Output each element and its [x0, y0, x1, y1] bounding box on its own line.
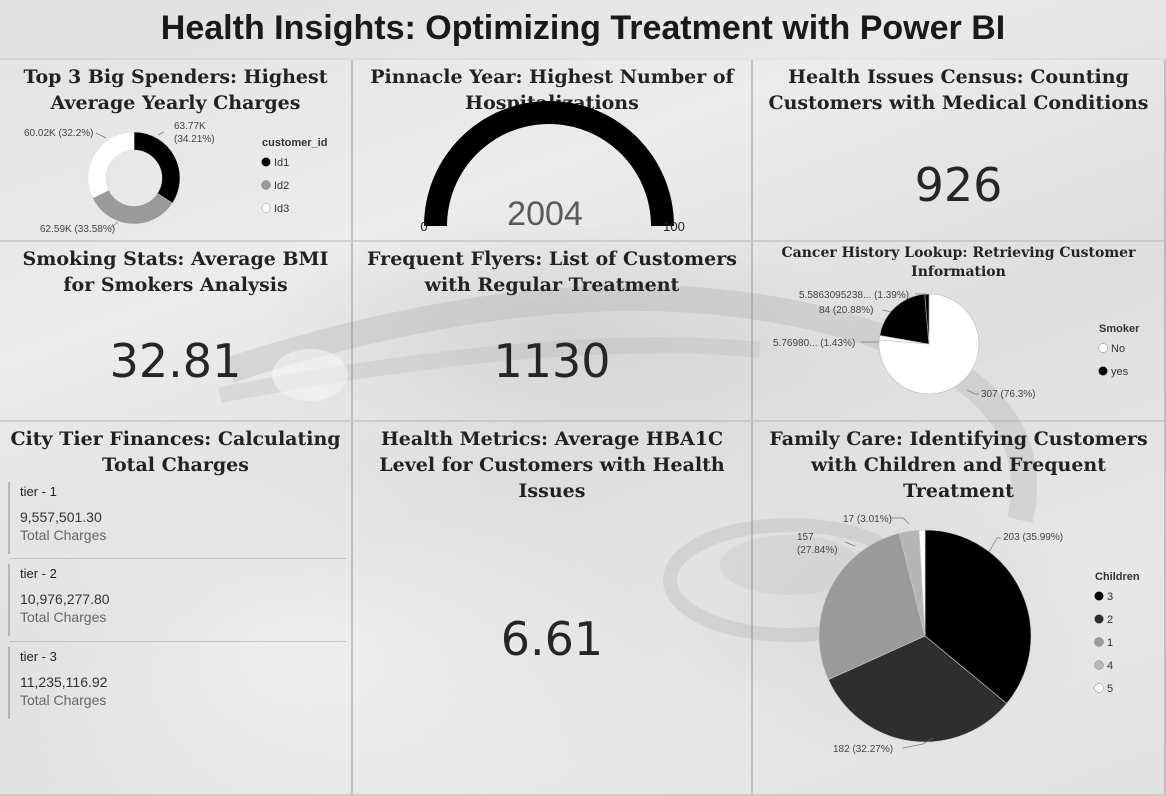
data-label: 62.59K (33.58%)	[40, 224, 115, 235]
tile-smoking-stats[interactable]: Smoking Stats: Average BMI for Smokers A…	[0, 242, 353, 422]
pie-slice-children-2[interactable]	[827, 635, 1008, 743]
leader-line	[109, 221, 119, 229]
gauge-max-label: 100	[663, 219, 685, 234]
tier-card[interactable]: tier - 2 10,976,277.80 Total Charges	[8, 558, 346, 636]
pie-slice-children-3[interactable]	[924, 529, 1032, 704]
legend-item[interactable]: 2	[1107, 614, 1113, 626]
tier-value: 10,976,277.80	[20, 591, 110, 607]
data-label: 157	[797, 532, 814, 543]
pie-slice[interactable]	[879, 293, 930, 345]
hba1c-kpi-value: 6.61	[500, 612, 604, 666]
tile-title: Smoking Stats: Average BMI for Smokers A…	[22, 248, 329, 296]
legend-marker	[1094, 660, 1104, 670]
legend-marker	[1094, 637, 1104, 647]
legend-item[interactable]: 1	[1107, 637, 1113, 649]
bmi-kpi-value: 32.81	[109, 334, 242, 388]
donut-slice-id2[interactable]	[92, 189, 173, 225]
tier-name: tier - 1	[20, 484, 57, 499]
leader-line	[966, 389, 979, 395]
legend-marker	[1098, 343, 1108, 353]
legend-marker	[1098, 366, 1108, 376]
tier-label: Total Charges	[20, 609, 107, 625]
legend-item[interactable]: No	[1111, 343, 1125, 355]
legend-item[interactable]: Id3	[274, 203, 289, 215]
leader-line	[915, 293, 926, 298]
legend-item[interactable]: 4	[1107, 660, 1113, 672]
tier-card[interactable]: tier - 1 9,557,501.30 Total Charges	[8, 482, 346, 554]
pie-slice-children-1[interactable]	[818, 532, 926, 680]
legend-marker	[261, 203, 271, 213]
tile-title: Health Metrics: Average HBA1C Level for …	[379, 428, 725, 502]
legend-marker	[1094, 683, 1104, 693]
leader-line	[902, 737, 934, 749]
tile-cancer-history[interactable]: Cancer History Lookup: Retrieving Custom…	[753, 242, 1166, 422]
legend-marker	[261, 157, 271, 167]
tier-value: 11,235,116.92	[20, 674, 108, 690]
tile-title: Family Care: Identifying Customers with …	[769, 428, 1148, 502]
data-label: 203 (35.99%)	[1003, 532, 1063, 543]
legend-item[interactable]: Id1	[274, 157, 289, 169]
legend-item[interactable]: 5	[1107, 683, 1113, 695]
tile-title: Top 3 Big Spenders: Highest Average Year…	[23, 66, 328, 114]
tile-frequent-flyers[interactable]: Frequent Flyers: List of Customers with …	[353, 242, 753, 422]
tier-label: Total Charges	[20, 527, 107, 543]
data-label: 60.02K (32.2%)	[24, 128, 94, 139]
cancer-pie-chart[interactable]: 307 (76.3%) 84 (20.88%) 5.76980... (1.43%)…	[753, 242, 1166, 422]
gauge-value: 2004	[507, 195, 583, 233]
tile-top-spenders[interactable]: Top 3 Big Spenders: Highest Average Year…	[0, 60, 353, 242]
pie-slice[interactable]	[878, 293, 980, 395]
tile-pinnacle-year[interactable]: Pinnacle Year: Highest Number of Hospita…	[353, 60, 753, 242]
data-label: (34.21%)	[174, 134, 215, 145]
data-label: 17 (3.01%)	[843, 514, 892, 525]
data-label: 84 (20.88%)	[819, 305, 873, 316]
legend-title: customer_id	[262, 137, 327, 149]
legend-item[interactable]: 3	[1107, 591, 1113, 603]
tier-value: 9,557,501.30	[20, 509, 102, 525]
tier-divider	[10, 558, 346, 559]
pie-slice-children-5[interactable]	[918, 529, 926, 637]
leader-line	[988, 537, 1001, 553]
tile-health-census[interactable]: Health Issues Census: Counting Customers…	[753, 60, 1166, 242]
tier-name: tier - 3	[20, 649, 57, 664]
family-pie-chart[interactable]: 203 (35.99%) 182 (32.27%) 157 (27.84%) 17 (3…	[753, 422, 1166, 796]
data-label: 5.76980... (1.43%)	[773, 338, 855, 349]
tile-title: Health Issues Census: Counting Customers…	[768, 66, 1149, 114]
data-label: 5.5863095238... (1.39%)	[799, 290, 909, 301]
tier-label: Total Charges	[20, 692, 107, 708]
tile-title: Frequent Flyers: List of Customers with …	[367, 248, 737, 296]
tile-family-care[interactable]: Family Care: Identifying Customers with …	[753, 422, 1166, 796]
tier-name: tier - 2	[20, 566, 57, 581]
spenders-donut-chart[interactable]: 63.77K (34.21%) 62.59K (33.58%) 60.02K (32.…	[0, 60, 353, 242]
leader-line	[882, 309, 892, 313]
leader-line	[891, 517, 910, 525]
leader-line	[844, 541, 856, 547]
gauge-min-label: 0	[420, 219, 427, 234]
tile-title: Cancer History Lookup: Retrieving Custom…	[781, 245, 1136, 280]
donut-slice-id3[interactable]	[87, 131, 135, 199]
leader-line	[95, 132, 107, 139]
tier-card[interactable]: tier - 3 11,235,116.92 Total Charges	[8, 641, 346, 719]
leader-line	[157, 131, 165, 136]
tier-divider	[10, 641, 346, 642]
dashboard-title: Health Insights: Optimizing Treatment wi…	[0, 0, 1166, 58]
data-label: 63.77K	[174, 121, 206, 132]
legend-marker	[261, 180, 271, 190]
legend-title: Smoker	[1099, 323, 1140, 335]
tile-title: City Tier Finances: Calculating Total Ch…	[10, 428, 341, 476]
flyers-kpi-value: 1130	[493, 334, 611, 388]
legend-item[interactable]: yes	[1111, 366, 1129, 378]
gauge-fill	[424, 101, 674, 226]
census-kpi-value: 926	[914, 158, 1003, 212]
legend-marker	[1094, 614, 1104, 624]
legend-title: Children	[1095, 571, 1140, 583]
tile-city-tier[interactable]: City Tier Finances: Calculating Total Ch…	[0, 422, 353, 796]
legend-marker	[1094, 591, 1104, 601]
data-label: 307 (76.3%)	[981, 389, 1035, 400]
legend-item[interactable]: Id2	[274, 180, 289, 192]
tile-health-metrics[interactable]: Health Metrics: Average HBA1C Level for …	[353, 422, 753, 796]
data-label: 182 (32.27%)	[833, 744, 893, 755]
data-label: (27.84%)	[797, 545, 838, 556]
hospitalization-gauge[interactable]: 2004 0 100	[353, 60, 753, 242]
